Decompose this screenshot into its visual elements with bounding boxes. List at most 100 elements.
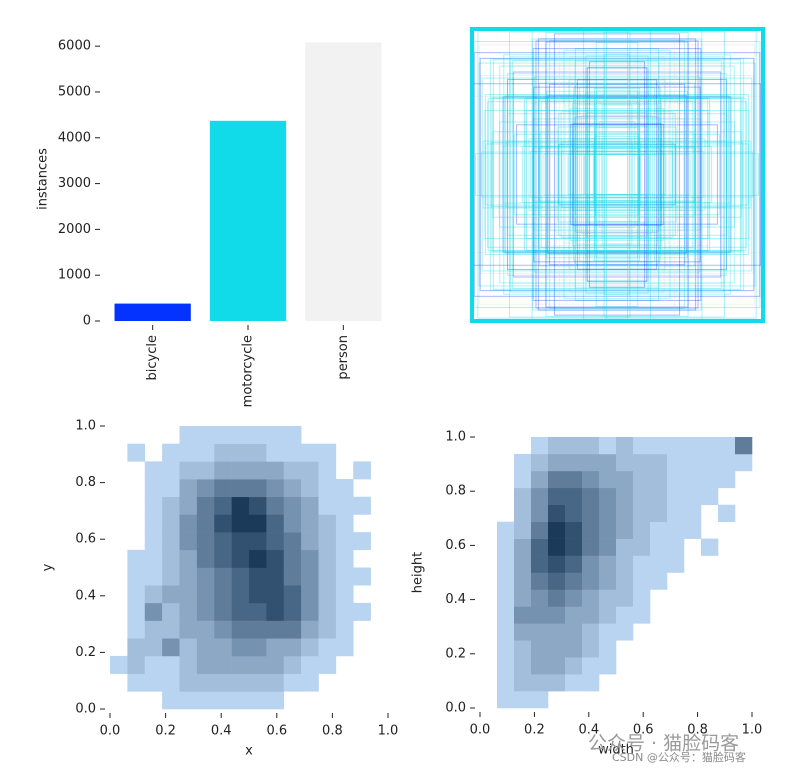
box [542, 138, 692, 211]
heat-cell [650, 437, 668, 455]
heat-cell [650, 504, 668, 522]
heat-cell [335, 585, 354, 604]
heat-cell [214, 673, 232, 692]
box [574, 116, 660, 233]
heat-cell [633, 521, 651, 539]
heat-cell [127, 443, 146, 462]
heat-cell [548, 538, 566, 556]
heat-cell [531, 504, 549, 522]
box [470, 27, 765, 323]
heat-cell [548, 589, 566, 607]
box [572, 123, 662, 226]
box [538, 147, 696, 202]
box [547, 68, 687, 281]
box [594, 102, 640, 247]
watermark: 公众号 · 猫脸码客 [588, 733, 739, 755]
heat-cell [599, 538, 617, 556]
heat-cell [633, 453, 651, 472]
box [594, 87, 640, 262]
heat-cell [667, 555, 685, 573]
heat-cell [514, 691, 532, 709]
heat-cell [283, 514, 302, 533]
heat-cell [335, 602, 354, 621]
box [509, 65, 725, 284]
box [549, 39, 685, 310]
box [592, 142, 642, 207]
box [574, 60, 660, 289]
bar [114, 303, 191, 321]
heat-cell [616, 470, 634, 489]
box [569, 108, 665, 241]
heat-cell [266, 514, 285, 533]
box [558, 143, 676, 206]
y-tick-label: 0.6 [75, 532, 96, 547]
heat-cell [266, 602, 285, 621]
y-tick-label: 0.4 [75, 588, 96, 603]
y-tick-label: 6000 [58, 39, 91, 54]
heat-cell [650, 572, 668, 590]
box [593, 96, 641, 253]
heat-cell [144, 479, 163, 498]
heat-cell [514, 453, 532, 472]
heat-cell [301, 673, 319, 692]
heat-cell [616, 437, 634, 455]
box [523, 102, 711, 247]
heat-cell [283, 479, 302, 498]
heat-cell [616, 453, 634, 472]
box [507, 73, 727, 276]
heat-cell [249, 585, 267, 604]
heat-cell [179, 443, 198, 462]
heat-cell [497, 538, 515, 556]
heat-cell [144, 673, 163, 692]
heat-cell [318, 532, 337, 551]
heat-cell [582, 657, 600, 675]
heat-cell [514, 623, 532, 641]
x-tick-label: 0.2 [524, 723, 545, 738]
heat-cell [231, 532, 250, 551]
box [583, 153, 651, 196]
heat-cell [548, 623, 566, 641]
box [553, 33, 681, 316]
heat-cell [196, 496, 215, 515]
heat-cell [684, 470, 702, 489]
box [557, 126, 677, 223]
heat-cell [650, 487, 668, 506]
heat-cell [616, 521, 634, 539]
heat-cell [650, 453, 668, 472]
heat-cell [701, 437, 719, 455]
y-tick-label: 0 [83, 314, 91, 329]
heat-cell [599, 572, 617, 590]
y-tick-label: 0.0 [75, 702, 96, 717]
heat-cell [353, 461, 371, 480]
heat-cell [353, 567, 371, 586]
box [594, 127, 640, 222]
box [487, 101, 747, 248]
heat-cell [599, 487, 617, 506]
heat-cell [353, 602, 371, 621]
y-tick-label: 0.0 [445, 701, 466, 716]
heat-cell [531, 538, 549, 556]
heat-cell [162, 655, 180, 674]
heat-cell [162, 673, 180, 692]
heat-cell [144, 461, 163, 480]
heat-cell [283, 532, 302, 551]
heat-cell [127, 585, 146, 604]
heat-cell [514, 572, 532, 590]
heat-cell [214, 655, 232, 674]
heat-cell [196, 638, 215, 657]
heat-cell [301, 585, 319, 604]
heat-cell [548, 437, 566, 455]
box [569, 56, 665, 293]
box [482, 140, 752, 209]
box [574, 73, 660, 276]
heat-cell [249, 673, 267, 692]
heat-cell [633, 589, 651, 607]
heat-cell [582, 572, 600, 590]
heat-cell [531, 487, 549, 506]
heat-cell [633, 555, 651, 573]
heat-cell [196, 691, 215, 710]
heat-cell [301, 443, 319, 462]
heat-cell [162, 567, 180, 586]
heat-cell [335, 620, 354, 639]
